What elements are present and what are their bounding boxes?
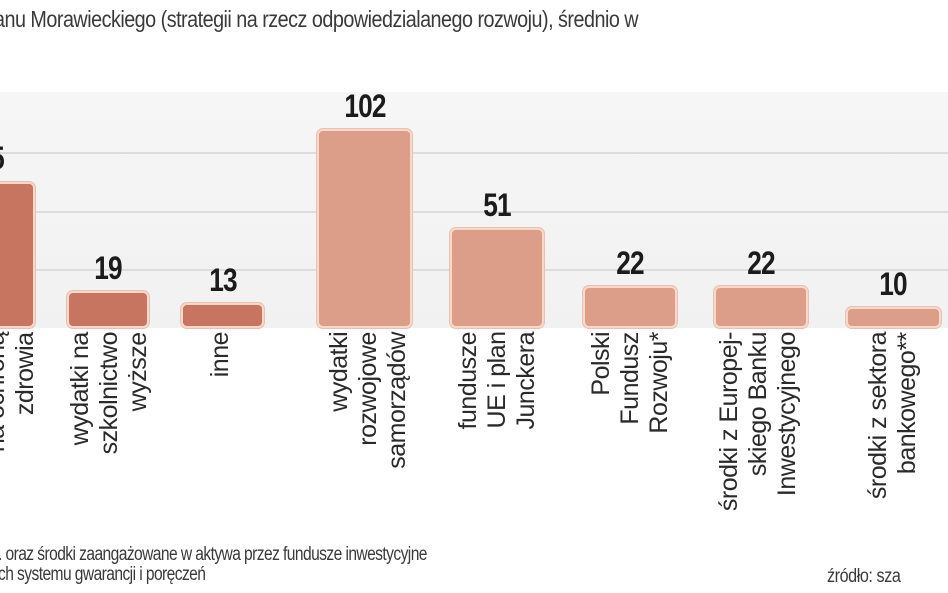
bar-banking bbox=[848, 309, 939, 326]
bar-pfr bbox=[585, 288, 675, 326]
category-label: Polski Fundusz Rozwoju* bbox=[587, 332, 673, 434]
value-label: 10 bbox=[879, 266, 907, 302]
gridline bbox=[0, 152, 948, 154]
value-label: 19 bbox=[94, 250, 122, 286]
value-label: 102 bbox=[344, 88, 386, 124]
value-label: 22 bbox=[616, 245, 644, 281]
bar-health bbox=[0, 184, 33, 326]
value-label: 22 bbox=[747, 245, 775, 281]
bar-other bbox=[183, 305, 262, 326]
category-label: fundusze UE i plan Junckera bbox=[454, 332, 540, 430]
value-label: 51 bbox=[483, 187, 511, 223]
bar-higher-education bbox=[69, 293, 147, 326]
bar-eib bbox=[716, 288, 806, 326]
category-label: na ochroną zdrowia bbox=[0, 332, 39, 453]
value-label: 5 bbox=[0, 140, 46, 177]
category-label: inne bbox=[206, 332, 234, 378]
gridline bbox=[0, 211, 948, 213]
value-label: 13 bbox=[209, 262, 237, 298]
category-label: środki z sektora bankowego** bbox=[864, 332, 921, 500]
footnote: . oraz środki zaangażowane w aktywa prze… bbox=[0, 544, 427, 585]
source-label: źródło: sza bbox=[827, 566, 901, 587]
category-label: wydatki na szkolnictwo wyższe bbox=[66, 332, 152, 455]
category-label: wydatki rozwojowe samorządów bbox=[325, 332, 411, 469]
chart-title: anu Morawieckiego (strategii na rzecz od… bbox=[0, 6, 639, 32]
bar-local-gov bbox=[319, 131, 410, 326]
bar-eu-funds bbox=[452, 230, 542, 326]
category-label: środki z Europej- skiego Banku Inwestycy… bbox=[715, 332, 801, 512]
